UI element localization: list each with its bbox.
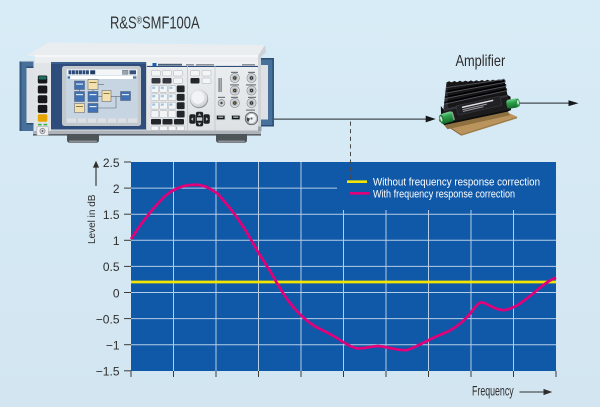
- svg-text:Amplifier: Amplifier: [456, 53, 506, 71]
- svg-text:−1: −1: [106, 339, 120, 353]
- svg-text:0: 0: [113, 286, 120, 300]
- svg-text:R&S®SMF100A: R&S®SMF100A: [110, 14, 200, 33]
- svg-text:0.5: 0.5: [103, 260, 120, 274]
- svg-text:−1.5: −1.5: [96, 365, 120, 379]
- svg-text:1: 1: [113, 234, 120, 248]
- svg-text:Without frequency response cor: Without frequency response correction: [373, 177, 540, 189]
- svg-text:Frequency: Frequency: [472, 384, 514, 400]
- svg-text:Level in dB: Level in dB: [87, 194, 98, 244]
- svg-text:2: 2: [113, 182, 120, 196]
- svg-text:−0.5: −0.5: [96, 312, 120, 326]
- svg-text:1.5: 1.5: [103, 208, 120, 222]
- svg-text:With frequency response correc: With frequency response correction: [373, 189, 515, 201]
- svg-text:2.5: 2.5: [103, 156, 120, 170]
